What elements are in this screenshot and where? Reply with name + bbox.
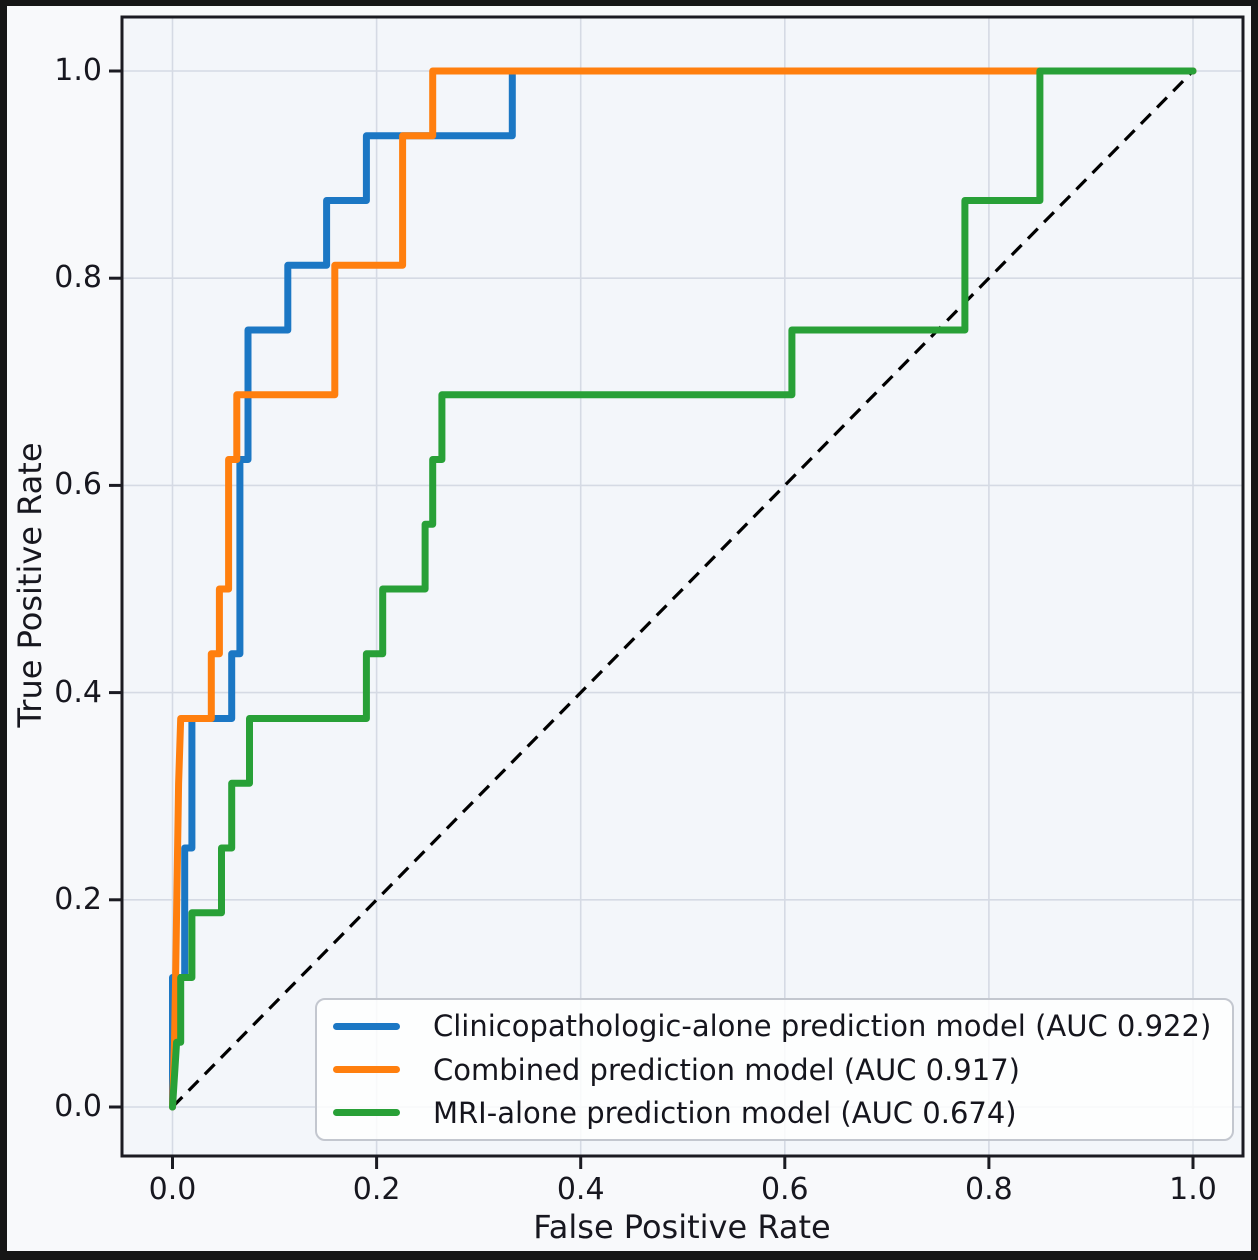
roc-curve-combined	[169, 67, 1197, 1111]
x-tick-label-0.4: 0.4	[556, 1172, 605, 1207]
x-tick-label-0.0: 0.0	[148, 1172, 197, 1207]
roc-curve-mri-alone	[169, 67, 1197, 1111]
chance-diagonal	[171, 69, 1195, 1109]
legend-item-mri-alone: MRI-alone prediction model (AUC 0.674)	[317, 1096, 1232, 1130]
roc-curve-clinicopathologic-alone	[169, 67, 1197, 1111]
axes-border	[120, 15, 1245, 1158]
legend-item-clinicopathologic-alone: Clinicopathologic-alone prediction model…	[317, 1009, 1232, 1043]
x-axis-title: False Positive Rate	[533, 1208, 831, 1246]
y-axis-title: True Positive Rate	[11, 442, 49, 728]
x-tick-label-0.2: 0.2	[352, 1172, 401, 1207]
y-tick-label-0.2: 0.2	[54, 881, 102, 917]
y-tick-label-0.6: 0.6	[54, 467, 102, 503]
legend-item-combined: Combined prediction model (AUC 0.917)	[317, 1053, 1232, 1087]
legend: Clinicopathologic-alone prediction model…	[315, 998, 1234, 1141]
x-tick-label-0.8: 0.8	[965, 1172, 1013, 1207]
y-tick-label-0.0: 0.0	[54, 1089, 102, 1124]
legend-label-mri-alone: MRI-alone prediction model (AUC 0.674)	[433, 1095, 1017, 1130]
x-tick-label-0.6: 0.6	[760, 1172, 809, 1207]
y-tick-label-0.4: 0.4	[54, 674, 102, 710]
y-tick-label-0.8: 0.8	[54, 260, 102, 296]
legend-label-clinicopathologic-alone: Clinicopathologic-alone prediction model…	[433, 1009, 1212, 1044]
legend-label-combined: Combined prediction model (AUC 0.917)	[433, 1052, 1020, 1087]
x-tick-label-1.0: 1.0	[1169, 1172, 1217, 1207]
plot-area	[122, 17, 1243, 1156]
legend-swatch-clinicopathologic-alone	[333, 1022, 400, 1030]
y-tick-label-1.0: 1.0	[54, 53, 102, 88]
legend-swatch-combined	[333, 1066, 400, 1073]
legend-swatch-mri-alone	[333, 1109, 400, 1117]
